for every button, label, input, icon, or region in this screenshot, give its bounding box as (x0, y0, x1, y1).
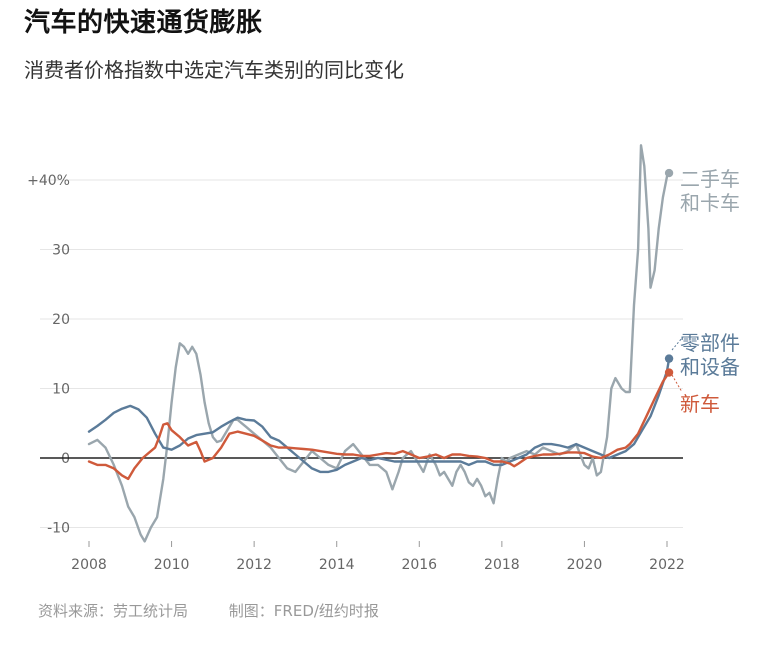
x-tick-label: 2010 (154, 557, 190, 573)
x-tick-label: 2022 (649, 557, 685, 573)
series-label-new: 新车 (680, 392, 720, 416)
x-tick-label: 2020 (567, 557, 603, 573)
y-tick-label: 20 (52, 312, 70, 328)
gridlines (40, 179, 683, 528)
y-tick-label: 10 (52, 382, 70, 398)
series-line-parts (87, 357, 671, 474)
y-tick-label: 0 (61, 451, 70, 467)
series-label-parts: 零部件 (680, 331, 740, 355)
y-tick-label: +40% (27, 173, 70, 189)
end-point-parts (664, 354, 674, 363)
source-note: 资料来源：劳工统计局 (38, 602, 189, 620)
series-lines (87, 144, 671, 543)
footer: 资料来源：劳工统计局 制图：FRED/纽约时报 (38, 600, 415, 621)
series-line-used (87, 144, 671, 543)
end-point-new (664, 368, 674, 377)
x-tick-label: 2014 (319, 557, 355, 573)
label-leader-parts (671, 337, 683, 351)
x-tick-label: 2012 (236, 557, 272, 573)
end-point-used (664, 168, 674, 178)
y-axis: +40% 30 20 10 0 -10 (27, 173, 70, 537)
credit-note: 制图：FRED/纽约时报 (228, 602, 379, 620)
series-label-used: 和卡车 (680, 191, 740, 215)
chart-subtitle: 消费者价格指数中选定汽车类别的同比变化 (24, 58, 404, 82)
series-label-parts: 和设备 (680, 355, 740, 379)
x-tick-label: 2008 (71, 557, 107, 573)
x-tick-label: 2016 (401, 557, 437, 573)
series-label-used: 二手车 (680, 167, 740, 191)
x-tick-label: 2018 (484, 557, 520, 573)
x-axis: 2008 2010 2012 2014 2016 2018 2020 2022 (71, 541, 685, 573)
y-tick-label: 30 (52, 243, 70, 259)
chart-title: 汽车的快速通货膨胀 (24, 8, 263, 38)
series-line-new (87, 371, 671, 481)
y-tick-label: -10 (47, 521, 70, 537)
label-leader-new (671, 374, 683, 393)
series-end-markers (664, 168, 674, 377)
